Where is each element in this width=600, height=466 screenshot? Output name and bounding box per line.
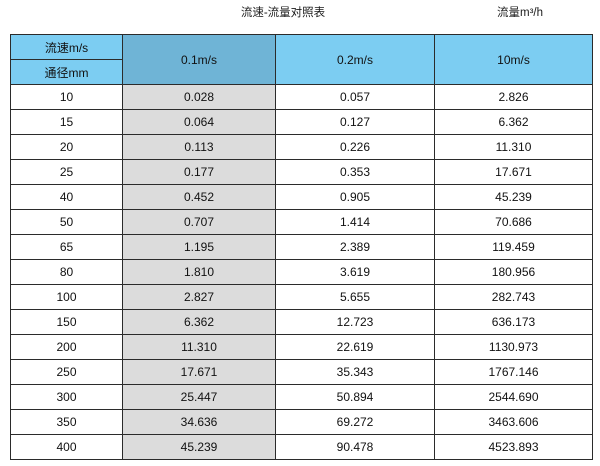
cell-flow-0: 25.447 — [122, 384, 276, 410]
table-row: 50 0.707 1.414 70.686 — [10, 209, 593, 235]
cell-flow-1: 0.353 — [275, 159, 435, 185]
cell-flow-0: 0.028 — [122, 84, 276, 110]
cell-flow-0: 0.707 — [122, 209, 276, 235]
cell-flow-2: 119.459 — [434, 234, 593, 260]
cell-flow-0: 0.113 — [122, 134, 276, 160]
cell-flow-2: 282.743 — [434, 284, 593, 310]
cell-flow-0: 1.810 — [122, 259, 276, 285]
header-row-top: 流速m/s 0.1m/s 0.2m/s 10m/s — [10, 34, 593, 85]
table-header: 流速m/s 0.1m/s 0.2m/s 10m/s 通径mm — [10, 34, 593, 85]
cell-diameter: 150 — [10, 309, 123, 335]
cell-flow-2: 2.826 — [434, 84, 593, 110]
title-bar: 流速-流量对照表 流量m³/h — [0, 0, 600, 32]
cell-flow-2: 1130.973 — [434, 334, 593, 360]
cell-flow-1: 1.414 — [275, 209, 435, 235]
table-row: 25 0.177 0.353 17.671 — [10, 159, 593, 185]
cell-flow-1: 0.905 — [275, 184, 435, 210]
cell-flow-0: 17.671 — [122, 359, 276, 385]
cell-flow-0: 2.827 — [122, 284, 276, 310]
table-row: 40 0.452 0.905 45.239 — [10, 184, 593, 210]
table-row: 10 0.028 0.057 2.826 — [10, 84, 593, 110]
header-diameter-label: 通径mm — [10, 59, 123, 85]
header-velocity-label: 流速m/s — [10, 34, 123, 60]
cell-flow-0: 0.064 — [122, 109, 276, 135]
table-row: 100 2.827 5.655 282.743 — [10, 284, 593, 310]
table-row: 15 0.064 0.127 6.362 — [10, 109, 593, 135]
cell-diameter: 400 — [10, 434, 123, 460]
cell-flow-2: 70.686 — [434, 209, 593, 235]
cell-flow-2: 636.173 — [434, 309, 593, 335]
cell-flow-2: 6.362 — [434, 109, 593, 135]
cell-flow-0: 45.239 — [122, 434, 276, 460]
table-row: 80 1.810 3.619 180.956 — [10, 259, 593, 285]
table-row: 200 11.310 22.619 1130.973 — [10, 334, 593, 360]
cell-flow-1: 2.389 — [275, 234, 435, 260]
cell-flow-1: 50.894 — [275, 384, 435, 410]
cell-diameter: 25 — [10, 159, 123, 185]
cell-diameter: 250 — [10, 359, 123, 385]
cell-flow-0: 6.362 — [122, 309, 276, 335]
cell-flow-1: 0.057 — [275, 84, 435, 110]
cell-flow-1: 69.272 — [275, 409, 435, 435]
cell-diameter: 10 — [10, 84, 123, 110]
unit-title: 流量m³/h — [497, 7, 543, 19]
cell-flow-1: 22.619 — [275, 334, 435, 360]
cell-flow-1: 0.226 — [275, 134, 435, 160]
cell-flow-2: 180.956 — [434, 259, 593, 285]
table-row: 250 17.671 35.343 1767.146 — [10, 359, 593, 385]
cell-flow-0: 11.310 — [122, 334, 276, 360]
cell-diameter: 40 — [10, 184, 123, 210]
table-row: 65 1.195 2.389 119.459 — [10, 234, 593, 260]
cell-flow-1: 3.619 — [275, 259, 435, 285]
cell-flow-1: 90.478 — [275, 434, 435, 460]
cell-flow-0: 34.636 — [122, 409, 276, 435]
page-title: 流速-流量对照表 — [240, 7, 326, 19]
cell-flow-2: 3463.606 — [434, 409, 593, 435]
flow-table-container: 流速m/s 0.1m/s 0.2m/s 10m/s 通径mm 10 0.028 0.… — [10, 34, 593, 460]
table-row: 350 34.636 69.272 3463.606 — [10, 409, 593, 435]
cell-diameter: 300 — [10, 384, 123, 410]
table-row: 300 25.447 50.894 2544.690 — [10, 384, 593, 410]
cell-flow-1: 12.723 — [275, 309, 435, 335]
cell-flow-2: 4523.893 — [434, 434, 593, 460]
cell-diameter: 50 — [10, 209, 123, 235]
cell-diameter: 350 — [10, 409, 123, 435]
cell-diameter: 65 — [10, 234, 123, 260]
cell-flow-2: 1767.146 — [434, 359, 593, 385]
table-row: 400 45.239 90.478 4523.893 — [10, 434, 593, 460]
table-body: 10 0.028 0.057 2.826 15 0.064 0.127 6.362 20 0.11… — [10, 84, 593, 460]
cell-flow-1: 35.343 — [275, 359, 435, 385]
cell-flow-0: 1.195 — [122, 234, 276, 260]
cell-flow-0: 0.177 — [122, 159, 276, 185]
header-col-2: 10m/s — [434, 34, 593, 85]
cell-diameter: 200 — [10, 334, 123, 360]
table-row: 150 6.362 12.723 636.173 — [10, 309, 593, 335]
cell-flow-2: 17.671 — [434, 159, 593, 185]
header-col-0: 0.1m/s — [122, 34, 276, 85]
header-col-1: 0.2m/s — [275, 34, 435, 85]
cell-flow-2: 45.239 — [434, 184, 593, 210]
cell-diameter: 100 — [10, 284, 123, 310]
flow-rate-table: 流速m/s 0.1m/s 0.2m/s 10m/s 通径mm 10 0.028 0.… — [10, 34, 593, 460]
cell-diameter: 15 — [10, 109, 123, 135]
cell-diameter: 80 — [10, 259, 123, 285]
cell-flow-1: 0.127 — [275, 109, 435, 135]
cell-flow-1: 5.655 — [275, 284, 435, 310]
header-row-bottom: 通径mm — [10, 59, 593, 85]
cell-flow-2: 11.310 — [434, 134, 593, 160]
cell-flow-2: 2544.690 — [434, 384, 593, 410]
cell-flow-0: 0.452 — [122, 184, 276, 210]
table-row: 20 0.113 0.226 11.310 — [10, 134, 593, 160]
cell-diameter: 20 — [10, 134, 123, 160]
